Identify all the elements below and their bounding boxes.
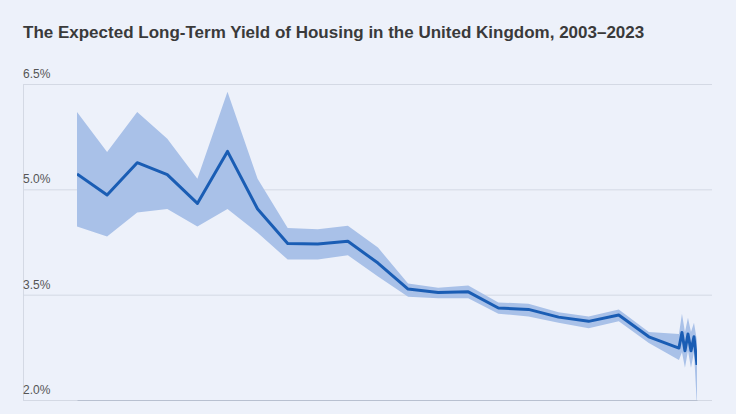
confidence-band bbox=[77, 92, 697, 400]
y-tick: 6.5% bbox=[23, 67, 712, 85]
y-tick: 3.5% bbox=[23, 278, 712, 296]
y-tick-label: 6.5% bbox=[23, 67, 51, 81]
y-tick-label: 3.5% bbox=[23, 278, 51, 292]
y-axis-line bbox=[23, 85, 24, 401]
chart: The Expected Long-Term Yield of Housing … bbox=[0, 0, 736, 414]
grid-line bbox=[23, 295, 712, 296]
background bbox=[0, 0, 736, 414]
y-tick-label: 2.0% bbox=[23, 383, 51, 397]
title: The Expected Long-Term Yield of Housing … bbox=[23, 23, 644, 42]
plot-area bbox=[77, 92, 697, 400]
x-axis-line bbox=[78, 400, 698, 401]
yield-line bbox=[77, 151, 697, 364]
grid-line bbox=[23, 400, 712, 401]
y-axis: 2.0% 3.5% 5.0% 6.5% bbox=[23, 67, 712, 401]
grid-line bbox=[23, 84, 712, 85]
x-axis bbox=[78, 400, 698, 401]
y-tick: 2.0% bbox=[23, 383, 712, 401]
y-tick-label: 5.0% bbox=[23, 172, 51, 186]
